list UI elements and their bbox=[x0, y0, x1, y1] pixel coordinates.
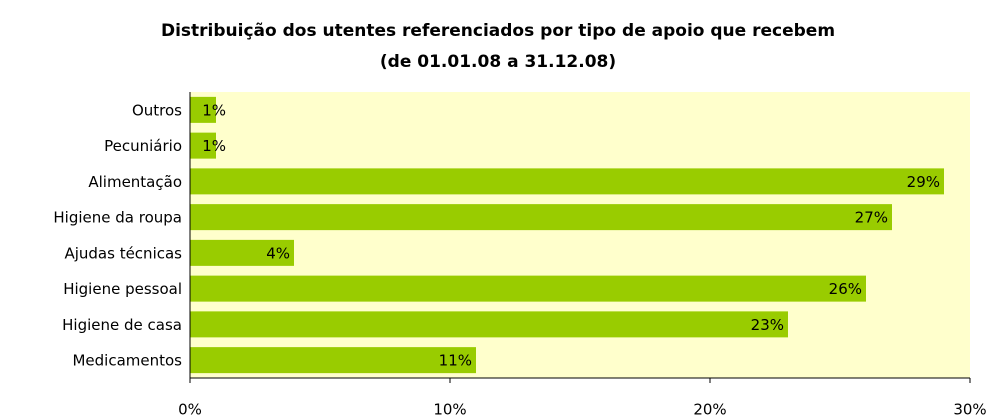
bar bbox=[190, 239, 294, 266]
y-tick-label: Higiene pessoal bbox=[63, 280, 182, 298]
value-label: 11% bbox=[439, 352, 472, 370]
x-tick-label: 20% bbox=[693, 401, 726, 419]
y-tick-label: Pecuniário bbox=[104, 137, 182, 155]
chart-subtitle: (de 01.01.08 a 31.12.08) bbox=[380, 52, 616, 72]
value-label: 26% bbox=[829, 280, 862, 298]
y-tick-label: Higiene da roupa bbox=[53, 209, 182, 227]
value-label: 23% bbox=[751, 316, 784, 334]
value-label: 1% bbox=[202, 137, 226, 155]
bar bbox=[190, 275, 866, 302]
y-tick-label: Higiene de casa bbox=[62, 316, 182, 334]
y-tick-label: Ajudas técnicas bbox=[64, 244, 182, 262]
bar bbox=[190, 204, 892, 231]
value-label: 4% bbox=[266, 244, 290, 262]
value-label: 1% bbox=[202, 101, 226, 119]
value-label: 27% bbox=[855, 209, 888, 227]
bar bbox=[190, 311, 788, 338]
y-tick-label: Alimentação bbox=[88, 173, 182, 191]
value-label: 29% bbox=[907, 173, 940, 191]
x-tick-label: 10% bbox=[433, 401, 466, 419]
bar bbox=[190, 347, 476, 374]
x-tick-label: 0% bbox=[178, 401, 202, 419]
bar bbox=[190, 132, 216, 159]
x-tick-label: 30% bbox=[953, 401, 986, 419]
bar bbox=[190, 168, 944, 195]
bar bbox=[190, 96, 216, 123]
y-tick-label: Outros bbox=[132, 101, 182, 119]
y-tick-label: Medicamentos bbox=[72, 352, 182, 370]
chart-title: Distribuição dos utentes referenciados p… bbox=[161, 21, 835, 41]
